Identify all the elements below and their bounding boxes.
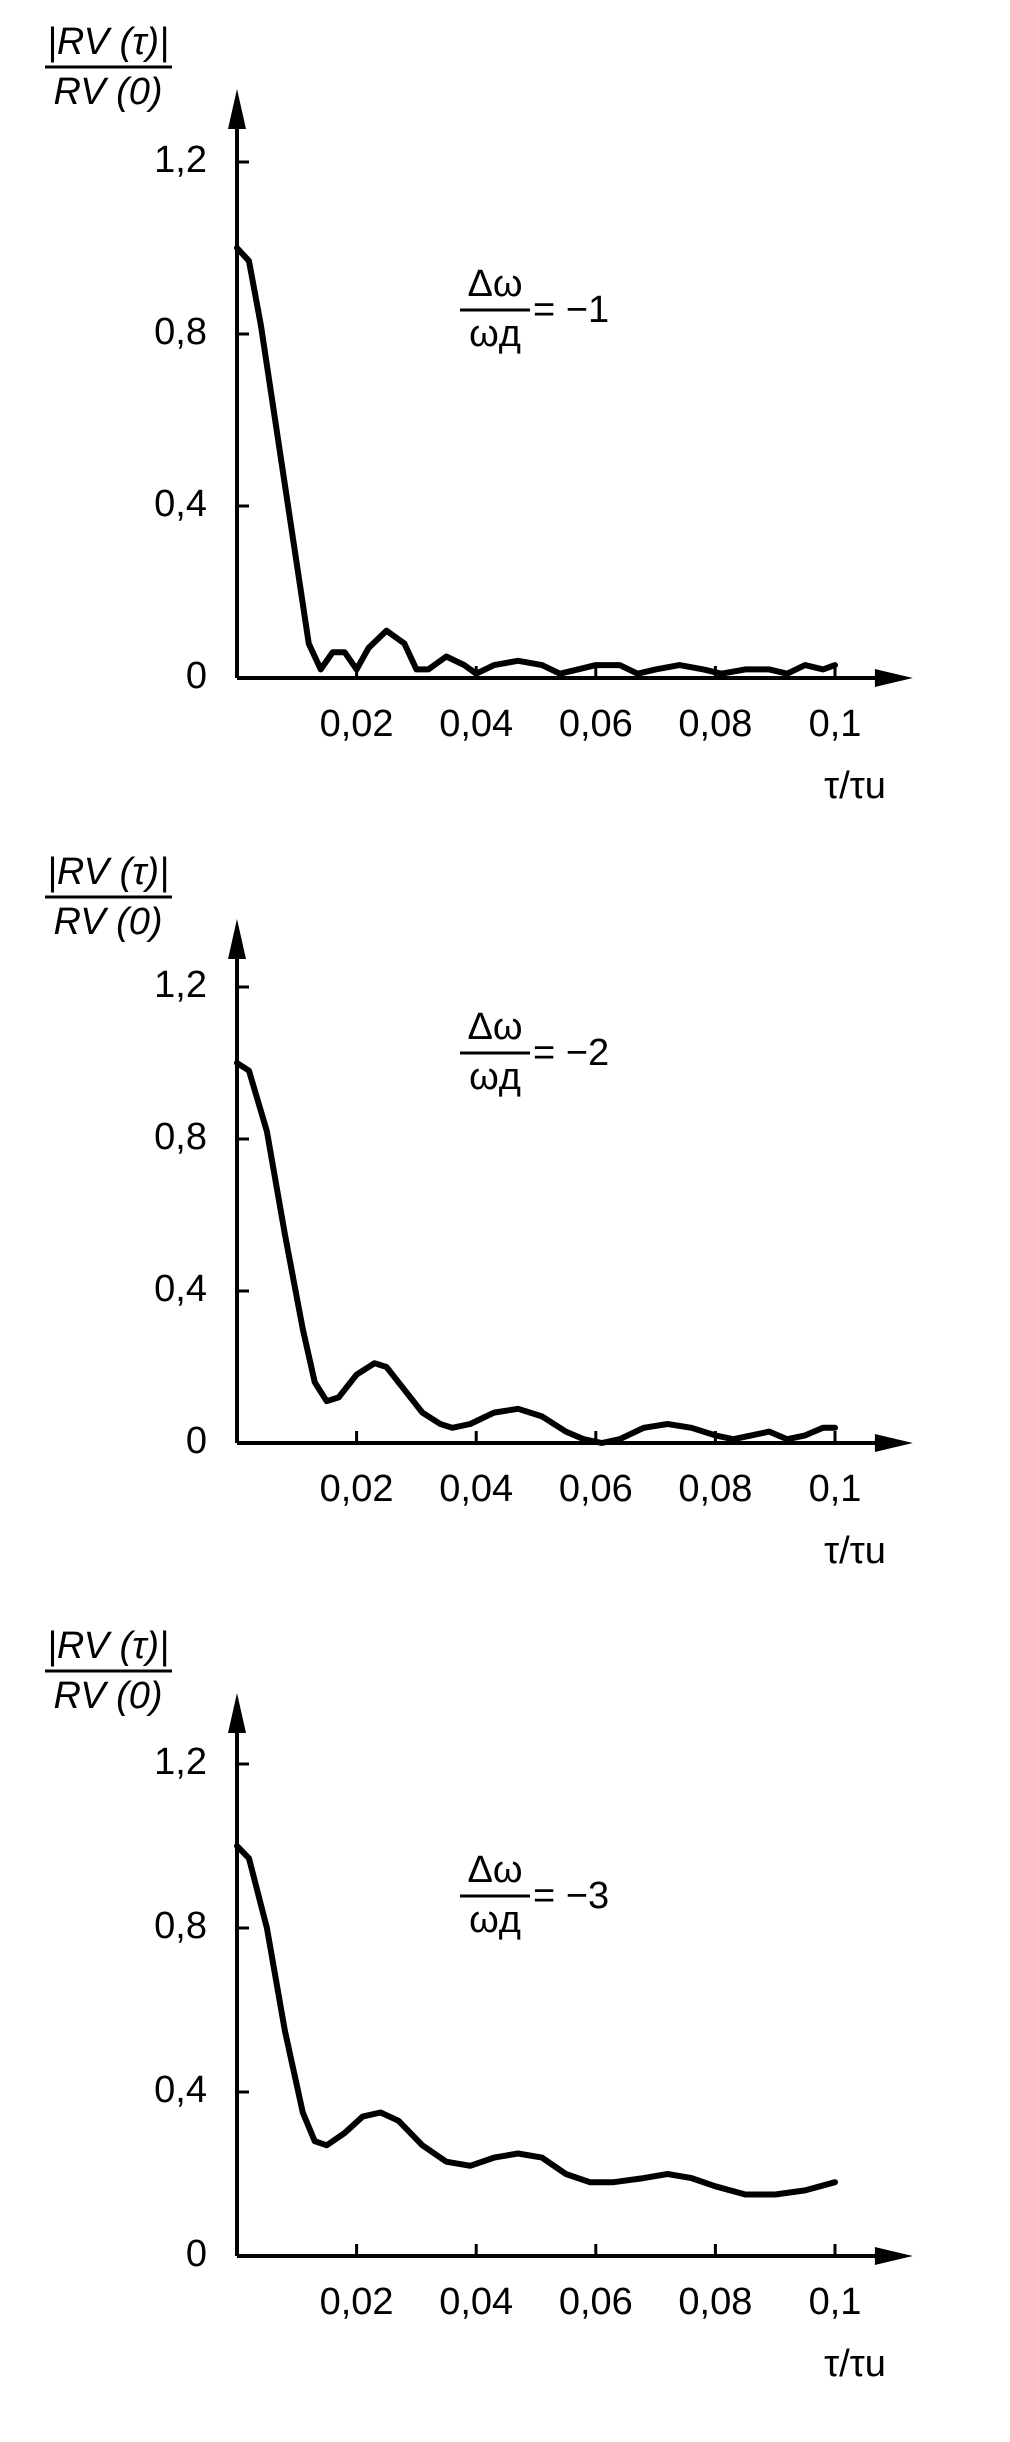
annotation-value: = −3	[533, 1875, 609, 1917]
y-axis-arrow	[228, 89, 246, 129]
y-tick-label: 0,4	[154, 2069, 207, 2111]
x-label: τ/τu	[824, 765, 886, 807]
x-tick-label: 0,08	[678, 703, 752, 745]
annotation-value: = −2	[533, 1032, 609, 1074]
x-axis-arrow	[874, 1434, 913, 1452]
y-tick-label: 0	[186, 2233, 207, 2275]
y-label-denominator: RV (0)	[53, 901, 162, 943]
x-label: τ/τu	[824, 1530, 886, 1572]
y-axis-arrow	[228, 919, 246, 959]
y-tick-label: 0,4	[154, 483, 207, 525]
annotation-denominator: ωд	[469, 1899, 521, 1941]
x-tick-label: 0,02	[320, 2281, 394, 2323]
data-line	[234, 245, 838, 677]
x-tick-label: 0,02	[320, 1468, 394, 1510]
y-tick-label: 0	[186, 655, 207, 697]
y-label-numerator: |RV (τ)|	[47, 1625, 169, 1667]
y-tick-label: 0,4	[154, 1268, 207, 1310]
x-tick-label: 0,1	[809, 1468, 862, 1510]
x-tick-label: 0,06	[559, 703, 633, 745]
y-tick-label: 0	[186, 1420, 207, 1462]
annotation-numerator: Δω	[467, 1849, 522, 1891]
annotation-numerator: Δω	[467, 263, 522, 305]
x-label: τ/τu	[824, 2343, 886, 2385]
x-tick-label: 0,1	[809, 2281, 862, 2323]
y-tick-label: 0,8	[154, 1905, 207, 1947]
annotation-denominator: ωд	[469, 313, 521, 355]
data-line	[234, 1843, 838, 2198]
x-tick-label: 0,04	[439, 703, 513, 745]
y-label-denominator: RV (0)	[53, 1675, 162, 1717]
y-axis-arrow	[228, 1693, 246, 1733]
y-tick-label: 0,8	[154, 1116, 207, 1158]
y-label-denominator: RV (0)	[53, 71, 162, 113]
y-tick-label: 1,2	[154, 1741, 207, 1783]
annotation-denominator: ωд	[469, 1056, 521, 1098]
y-label-numerator: |RV (τ)|	[47, 851, 169, 893]
x-tick-label: 0,08	[678, 1468, 752, 1510]
x-tick-label: 0,08	[678, 2281, 752, 2323]
x-tick-label: 0,04	[439, 1468, 513, 1510]
x-tick-label: 0,02	[320, 703, 394, 745]
y-label-numerator: |RV (τ)|	[47, 21, 169, 63]
x-tick-label: 0,1	[809, 703, 862, 745]
y-tick-label: 1,2	[154, 139, 207, 181]
x-tick-label: 0,06	[559, 2281, 633, 2323]
data-line	[234, 1060, 838, 1446]
x-tick-label: 0,04	[439, 2281, 513, 2323]
x-axis-arrow	[874, 2247, 913, 2265]
annotation-numerator: Δω	[467, 1006, 522, 1048]
y-tick-label: 0,8	[154, 311, 207, 353]
x-axis-arrow	[874, 669, 913, 687]
annotation-value: = −1	[533, 289, 609, 331]
x-tick-label: 0,06	[559, 1468, 633, 1510]
y-tick-label: 1,2	[154, 964, 207, 1006]
